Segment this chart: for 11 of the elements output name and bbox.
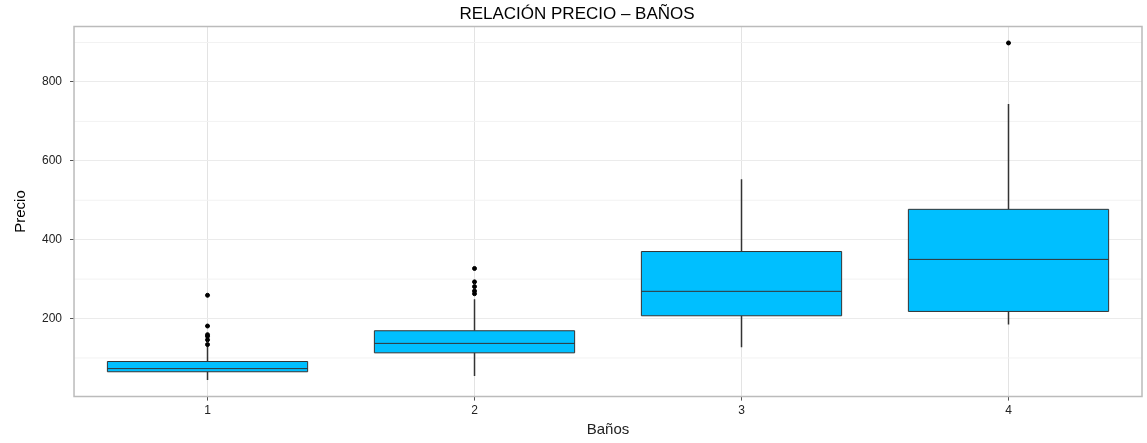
y-axis-title: Precio [11, 190, 29, 233]
x-tick-label: 1 [204, 403, 212, 418]
y-tick-label: 200 [41, 310, 63, 325]
x-axis-title: Baños [586, 420, 630, 438]
y-tick-label: 800 [41, 74, 63, 89]
chart-title: RELACIÓN PRECIO – BAÑOS [459, 3, 695, 23]
x-tick-label: 4 [1005, 403, 1013, 418]
x-tick-label: 3 [738, 403, 746, 418]
x-tick-label: 2 [471, 403, 479, 418]
y-tick-label: 600 [41, 153, 63, 168]
y-tick-label: 400 [41, 232, 63, 246]
